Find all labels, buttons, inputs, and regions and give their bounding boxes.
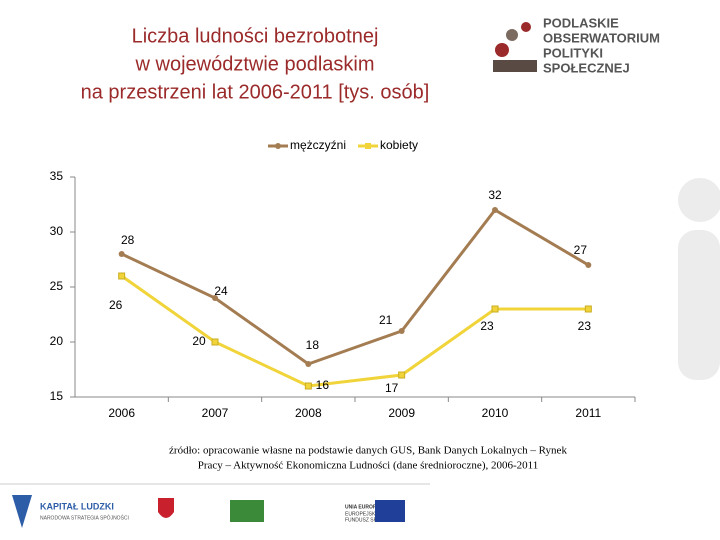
point [492,207,498,213]
observatory-logo: PODLASKIE OBSERWATORIUM POLITYKI SPOŁECZ… [493,15,660,75]
x-tick-label: 2009 [388,406,415,420]
legend-label: kobiety [380,138,418,152]
x-tick-label: 2007 [202,406,229,420]
point [398,371,406,379]
source: źródło: opracowanie własne na podstawie … [169,445,567,457]
logo-dot [495,43,509,57]
point [118,251,125,257]
data-label: 23 [480,319,494,333]
logo-text: NARODOWA STRATEGIA SPÓJNOŚCI [40,513,129,521]
x-tick-label: 2006 [108,406,135,420]
title-line: Liczba ludności bezrobotnej [132,25,379,47]
point [212,295,218,301]
y-tick-label: 15 [50,389,64,403]
point [398,328,405,334]
x-tick-label: 2011 [575,406,601,420]
data-label: 16 [316,378,330,392]
point [211,338,219,346]
y-tick-label: 30 [50,224,64,238]
point [491,305,499,313]
logo-text: UNIA EUROPEJSKA [345,504,393,510]
data-label: 32 [488,188,502,202]
logo-text: PODLASKIE [543,15,619,30]
footer-logos: KAPITAŁ LUDZKI NARODOWA STRATEGIA SPÓJNO… [12,495,405,528]
point [118,272,126,280]
data-label: 24 [214,284,228,298]
y-tick-label: 20 [50,334,64,348]
title-line: na przestrzeni lat 2006-2011 [tys. osób] [81,81,430,103]
y-tick-label: 25 [50,279,64,293]
legend-marker [365,143,371,149]
series-line [121,208,590,366]
logo-bar [493,60,537,72]
data-label: 21 [379,313,393,327]
logo-text: POLITYKI [543,45,603,60]
legend-marker [275,143,281,149]
logo-shape [230,500,264,522]
title-line: w województwie podlaskim [135,53,375,75]
logo-text: OBSERWATORIUM [543,30,660,45]
logo-text: SPOŁECZNEJ [543,60,630,75]
decor-person [678,178,720,380]
data-label: 20 [192,334,206,348]
y-tick-label: 35 [50,169,64,183]
logo-text: FUNDUSZ SPOŁECZNY [345,517,401,523]
data-label: 26 [109,298,123,312]
logo-dot [521,22,531,32]
series-line [120,274,589,388]
data-label: 27 [574,243,588,257]
x-tick-label: 2010 [482,406,509,420]
data-label: 28 [121,233,135,247]
point [305,361,312,367]
point [585,262,592,268]
logo-text: EUROPEJSKI [345,511,377,517]
data-label: 23 [578,319,592,333]
logo-dot [506,29,518,41]
x-tick-label: 2008 [295,406,322,420]
source: Pracy – Aktywność Ekonomiczna Ludności (… [198,460,539,472]
legend-label: mężczyźni [290,138,346,152]
coat-of-arms [158,498,174,518]
eu-flag [375,500,405,522]
logo-shape [12,495,32,528]
data-label: 17 [385,381,399,395]
logo-text: KAPITAŁ LUDZKI [40,501,114,511]
data-label: 18 [306,338,320,352]
point [304,382,312,390]
point [584,305,592,313]
